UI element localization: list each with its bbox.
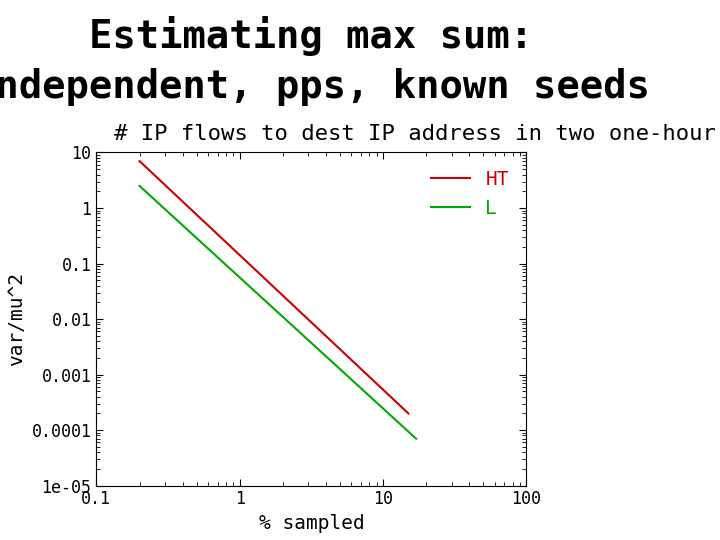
Text: # IP flows to dest IP address in two one-hour periods:: # IP flows to dest IP address in two one… [114, 124, 720, 144]
X-axis label: % sampled: % sampled [258, 514, 364, 533]
Legend: HT, L: HT, L [423, 162, 517, 226]
Y-axis label: var/mu^2: var/mu^2 [7, 272, 26, 366]
Text: Independent, pps, known seeds: Independent, pps, known seeds [0, 68, 650, 106]
Text: Estimating max sum:: Estimating max sum: [89, 16, 534, 56]
